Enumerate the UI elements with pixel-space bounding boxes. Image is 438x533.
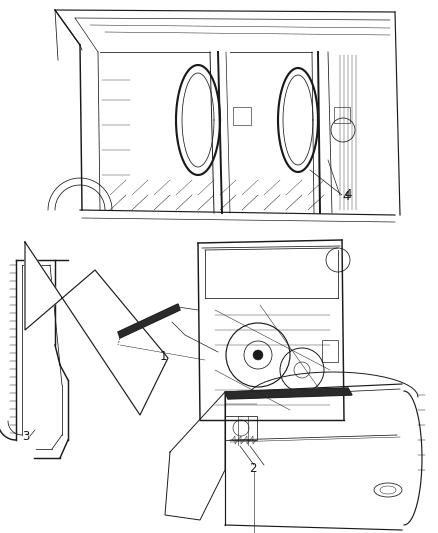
Polygon shape <box>225 388 352 399</box>
Text: 4: 4 <box>344 188 352 201</box>
Bar <box>322 340 338 362</box>
Bar <box>233 107 251 125</box>
Polygon shape <box>118 304 180 338</box>
Bar <box>225 416 257 440</box>
Text: 2: 2 <box>249 462 257 475</box>
Text: 1: 1 <box>160 350 167 363</box>
Polygon shape <box>25 242 168 415</box>
Circle shape <box>253 350 263 360</box>
Text: 3: 3 <box>22 430 29 443</box>
Polygon shape <box>165 392 225 520</box>
Bar <box>334 107 350 123</box>
Text: 4: 4 <box>342 190 350 203</box>
